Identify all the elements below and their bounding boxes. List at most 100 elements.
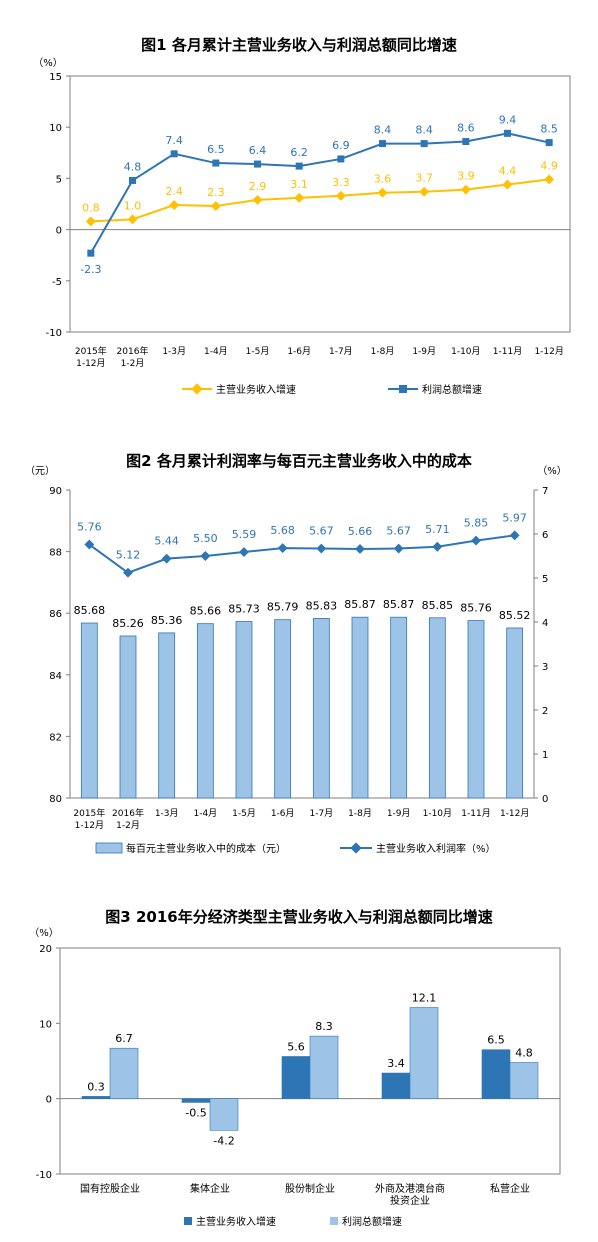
chart-3: 图3 2016年分经济类型主营业务收入与利润总额同比增速 （%） 20 10 0 -1… — [29, 908, 561, 1228]
chart-2-right-tick-0: 7 — [542, 486, 548, 497]
chart-3-bar-0-3 — [381, 1072, 411, 1099]
legend-marker-margin — [350, 842, 362, 854]
chart-1-x-tick-11: 1-12月 — [534, 346, 563, 357]
chart-2-bar-5 — [274, 619, 292, 799]
chart-1-x-tick-3: 1-4月 — [204, 346, 228, 357]
chart-2-legend: 每百元主营业务收入中的成本（元） 主营业务收入利润率（%） — [95, 842, 496, 855]
chart-2-left-tick-4: 82 — [49, 732, 62, 743]
chart-1-data-label-0-5: 3.1 — [290, 178, 308, 191]
chart-1-data-label-1-1: 4.8 — [124, 160, 142, 173]
chart-3-bar-label-0-2: 5.6 — [287, 1040, 305, 1053]
chart-3-y-tick-3: -10 — [36, 1170, 52, 1181]
chart-1-data-label-0-4: 2.9 — [249, 180, 267, 193]
chart-2-margin-point-8 — [393, 543, 404, 554]
chart-1-point-0-8 — [419, 186, 430, 197]
chart-3-y-tick-0: 20 — [39, 944, 52, 955]
chart-3-x-tick-2: 股份制企业 — [285, 1182, 335, 1195]
chart-1-point-1-2 — [170, 150, 178, 158]
chart-2-right-tick-4: 3 — [542, 662, 548, 673]
chart-1-x-tick-8: 1-9月 — [412, 346, 436, 357]
chart-2-margin-point-9 — [432, 541, 443, 552]
chart-1-point-0-10 — [502, 179, 513, 190]
chart-2-x-tick-10: 1-11月 — [461, 808, 490, 819]
chart-1-y-tick-5: -10 — [46, 328, 62, 339]
chart-1-x-tick-10: 1-11月 — [493, 346, 522, 357]
chart-1-x-tick-0: 2015年 1-12月 — [75, 345, 107, 369]
legend-label-revenue-growth: 主营业务收入增速 — [216, 383, 296, 396]
chart-3-bar-label-1-2: 8.3 — [315, 1020, 333, 1033]
chart-2-right-tick-3: 4 — [542, 618, 548, 629]
chart-1-point-1-3 — [212, 159, 220, 167]
chart-1-y-tick-4: -5 — [52, 277, 62, 288]
chart-2-bar-8 — [390, 616, 408, 799]
legend-label-margin: 主营业务收入利润率（%） — [376, 842, 496, 855]
chart-1-data-label-0-1: 1.0 — [124, 199, 142, 212]
chart-2-bar-0 — [80, 622, 98, 799]
chart-2-margin-label-9: 5.71 — [425, 523, 450, 536]
chart-1-data-label-0-7: 3.6 — [374, 173, 392, 186]
chart-2-margin-label-7: 5.66 — [348, 525, 373, 538]
chart-2-x-tick-3: 1-4月 — [193, 808, 217, 819]
chart-2-bar-label-2: 85.36 — [151, 614, 183, 627]
chart-2-margin-label-1: 5.12 — [116, 549, 141, 562]
chart-1-point-0-3 — [210, 201, 221, 211]
chart-1-data-label-0-3: 2.3 — [207, 186, 225, 199]
chart-2-bar-6 — [312, 618, 330, 799]
chart-1-point-1-5 — [295, 162, 303, 170]
chart-1-plot-frame — [69, 75, 571, 333]
chart-2-x-tick-5: 1-6月 — [271, 808, 295, 819]
chart-3-bar-0-0 — [81, 1096, 111, 1099]
chart-1-point-1-6 — [337, 155, 345, 163]
chart-2-bar-label-7: 85.87 — [344, 598, 376, 611]
chart-1-x-tick-2: 1-3月 — [162, 346, 186, 357]
chart-1-point-1-8 — [420, 140, 428, 148]
chart-2-margin-label-3: 5.50 — [193, 532, 218, 545]
chart-2-margin-point-4 — [239, 547, 249, 557]
chart-1-data-label-1-2: 7.4 — [165, 134, 183, 147]
chart-1-x-tick-5: 1-6月 — [287, 346, 311, 357]
legend-marker-profit — [399, 385, 407, 393]
chart-2-bar-label-0: 85.68 — [74, 604, 106, 617]
chart-3-bar-label-0-4: 6.5 — [487, 1034, 505, 1047]
chart-1-data-label-1-4: 6.4 — [249, 144, 267, 157]
chart-2-x-tick-6: 1-7月 — [309, 808, 333, 819]
chart-2-bar-2 — [158, 632, 176, 799]
chart-2-left-tick-1: 88 — [49, 548, 62, 559]
chart-3-bar-label-1-3: 12.1 — [412, 992, 437, 1005]
chart-3-x-tick-1: 集体企业 — [190, 1182, 230, 1195]
chart-1-point-0-5 — [294, 192, 305, 203]
chart-1-x-tick-4: 1-5月 — [246, 346, 270, 357]
chart-2-bar-4 — [235, 621, 253, 799]
chart-2-bar-label-6: 85.83 — [306, 599, 338, 612]
chart-1-data-label-0-9: 3.9 — [457, 170, 475, 183]
chart-2-margin-label-6: 5.67 — [309, 525, 334, 538]
chart-1-point-1-0 — [87, 249, 95, 257]
chart-1-data-label-1-3: 6.5 — [207, 143, 225, 156]
chart-2-bar-label-11: 85.52 — [499, 609, 531, 622]
chart-2-x-tick-4: 1-5月 — [232, 808, 256, 819]
legend-marker-revenue — [191, 383, 203, 395]
chart-3-x-tick-0: 国有控股企业 — [80, 1182, 140, 1195]
chart-2-margin-label-10: 5.85 — [464, 517, 489, 530]
chart-1-data-label-1-9: 8.6 — [457, 122, 475, 135]
chart-2-margin-point-11 — [509, 530, 520, 541]
chart-1-point-0-6 — [335, 190, 346, 201]
chart-2-margin-line — [88, 534, 515, 574]
chart-1-data-label-0-0: 0.8 — [82, 201, 100, 214]
chart-1-point-1-9 — [462, 138, 470, 146]
chart-1: 图1 各月累计主营业务收入与利润总额同比增速 （%） 15 10 5 0 -5 -10 2… — [33, 36, 571, 396]
chart-1-point-1-7 — [379, 140, 386, 148]
chart-2-margin-point-10 — [471, 535, 481, 546]
chart-2-bar-3 — [196, 623, 214, 799]
chart-1-point-1-1 — [129, 176, 136, 184]
chart-1-data-label-0-2: 2.4 — [165, 185, 183, 198]
chart-3-bar-1-2 — [309, 1035, 339, 1099]
chart-2: 图2 各月累计利润率与每百元主营业务收入中的成本 （元） （%） 85.68 85… — [25, 452, 567, 855]
chart-1-point-0-1 — [127, 214, 138, 225]
chart-1-title: 图1 各月累计主营业务收入与利润总额同比增速 — [141, 36, 457, 54]
legend-label-profit-growth: 利润总额增速 — [422, 383, 482, 396]
chart-2-left-tick-5: 80 — [49, 794, 62, 805]
chart-2-right-tick-2: 5 — [542, 574, 548, 585]
chart-1-point-1-4 — [254, 160, 261, 168]
chart-2-x-tick-2: 1-3月 — [155, 808, 179, 819]
